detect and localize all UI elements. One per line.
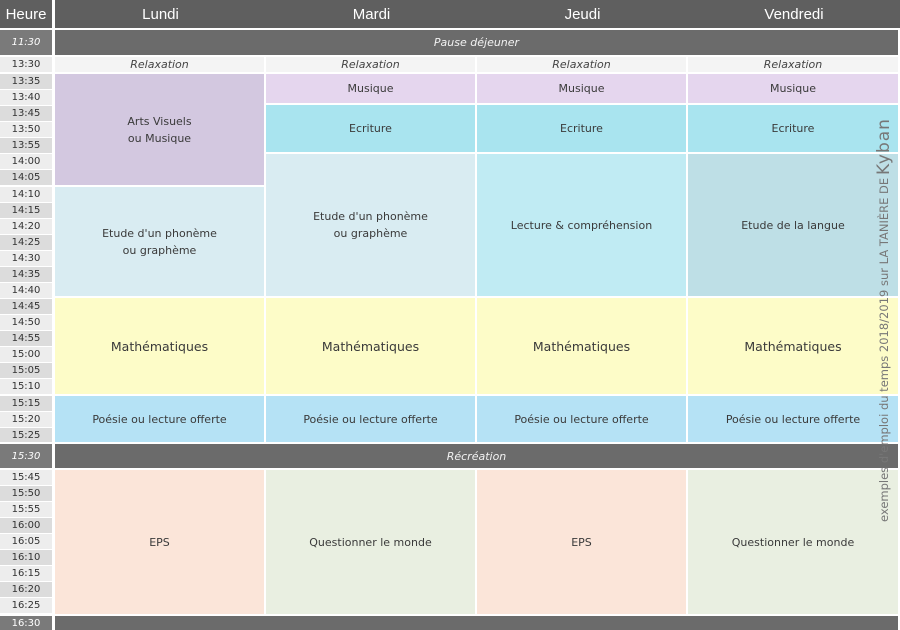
phoneme-tuesday: Etude d'un phonème ou graphème — [266, 154, 475, 296]
time-slot: 13:40 — [0, 90, 52, 105]
music-thursday: Musique — [477, 74, 686, 103]
math-thursday: Mathématiques — [477, 298, 686, 394]
time-slot: 14:55 — [0, 331, 52, 346]
time-slot: 15:05 — [0, 363, 52, 378]
time-slot: 16:05 — [0, 534, 52, 549]
poetry-tuesday: Poésie ou lecture offerte — [266, 396, 475, 442]
math-tuesday: Mathématiques — [266, 298, 475, 394]
time-slot: 16:25 — [0, 598, 52, 613]
time-slot: 14:00 — [0, 154, 52, 169]
time-slot: 11:30 — [0, 30, 52, 55]
time-slot: 16:10 — [0, 550, 52, 565]
math-friday: Mathématiques — [688, 298, 898, 394]
math-monday: Mathématiques — [55, 298, 264, 394]
credit-brand: Kyban — [874, 117, 894, 175]
time-slot: 15:55 — [0, 502, 52, 517]
time-slot: 15:10 — [0, 379, 52, 394]
time-slot: 15:20 — [0, 412, 52, 427]
time-slot: 15:30 — [0, 444, 52, 468]
music-friday: Musique — [688, 74, 898, 103]
time-slot: 15:50 — [0, 486, 52, 501]
time-slot: 14:10 — [0, 187, 52, 202]
relaxation-friday: Relaxation — [688, 57, 898, 72]
relaxation-tuesday: Relaxation — [266, 57, 475, 72]
credit-text: exemples d'emploi du temps 2018/2019 sur… — [877, 178, 891, 523]
writing-friday: Ecriture — [688, 105, 898, 152]
lunch-break-band: Pause déjeuner — [55, 30, 898, 55]
time-slot: 14:15 — [0, 203, 52, 218]
music-tuesday: Musique — [266, 74, 475, 103]
recess-band: Récréation — [55, 444, 898, 468]
end-of-day-band — [55, 616, 898, 630]
time-slot: 16:20 — [0, 582, 52, 597]
time-slot: 15:25 — [0, 428, 52, 442]
arts-music-monday: Arts Visuels ou Musique — [55, 74, 264, 185]
world-friday: Questionner le monde — [688, 470, 898, 614]
time-slot: 14:35 — [0, 267, 52, 282]
world-tuesday: Questionner le monde — [266, 470, 475, 614]
day-header-thursday: Jeudi — [477, 0, 688, 28]
relaxation-thursday: Relaxation — [477, 57, 686, 72]
time-slot: 16:00 — [0, 518, 52, 533]
poetry-thursday: Poésie ou lecture offerte — [477, 396, 686, 442]
time-slot: 13:45 — [0, 106, 52, 121]
poetry-monday: Poésie ou lecture offerte — [55, 396, 264, 442]
day-header-tuesday: Mardi — [266, 0, 477, 28]
time-slot: 15:45 — [0, 470, 52, 485]
time-slot: 14:20 — [0, 219, 52, 234]
eps-thursday: EPS — [477, 470, 686, 614]
time-slot: 13:50 — [0, 122, 52, 137]
time-column-header: Heure — [0, 0, 52, 28]
phoneme-monday: Etude d'un phonème ou graphème — [55, 187, 264, 296]
day-header-monday: Lundi — [55, 0, 266, 28]
language-friday: Etude de la langue — [688, 154, 898, 296]
eps-monday: EPS — [55, 470, 264, 614]
time-slot: 13:35 — [0, 74, 52, 89]
time-slot: 14:30 — [0, 251, 52, 266]
time-slot: 14:50 — [0, 315, 52, 330]
day-header-friday: Vendredi — [688, 0, 900, 28]
time-slot: 13:55 — [0, 138, 52, 153]
time-slot: 14:05 — [0, 170, 52, 185]
time-slot: 15:15 — [0, 396, 52, 411]
time-slot: 16:30 — [0, 616, 52, 630]
writing-thursday: Ecriture — [477, 105, 686, 152]
credit-watermark: exemples d'emploi du temps 2018/2019 sur… — [872, 105, 896, 535]
poetry-friday: Poésie ou lecture offerte — [688, 396, 898, 442]
time-slot: 14:45 — [0, 299, 52, 314]
reading-thursday: Lecture & compréhension — [477, 154, 686, 296]
time-slot: 15:00 — [0, 347, 52, 362]
time-slot: 13:30 — [0, 57, 52, 72]
time-slot: 16:15 — [0, 566, 52, 581]
time-slot: 14:25 — [0, 235, 52, 250]
time-slot: 14:40 — [0, 283, 52, 298]
relaxation-monday: Relaxation — [55, 57, 264, 72]
writing-tuesday: Ecriture — [266, 105, 475, 152]
